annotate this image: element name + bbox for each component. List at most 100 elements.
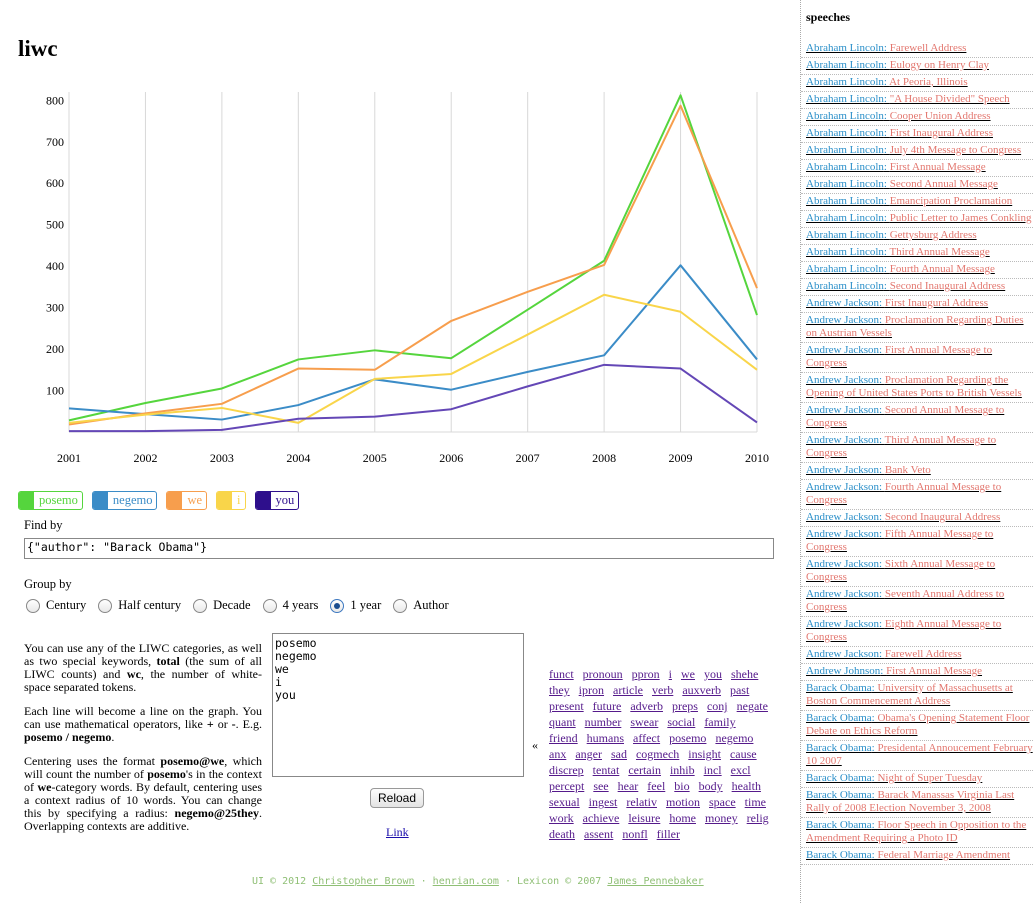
expression-textarea[interactable]: posemo negemo we i you xyxy=(272,633,524,777)
legend-item-negemo[interactable]: negemo xyxy=(91,491,158,510)
category-link-negate[interactable]: negate xyxy=(736,699,768,713)
category-link-article[interactable]: article xyxy=(613,683,643,697)
category-link-leisure[interactable]: leisure xyxy=(628,811,661,825)
radio-button-icon[interactable] xyxy=(193,598,208,613)
speech-link[interactable]: Andrew Jackson: Proclamation Regarding t… xyxy=(801,373,1034,403)
group-by-radio-decade[interactable]: Decade xyxy=(193,598,251,613)
category-link-motion[interactable]: motion xyxy=(665,795,700,809)
category-link-certain[interactable]: certain xyxy=(628,763,661,777)
category-link-cause[interactable]: cause xyxy=(729,747,757,761)
category-link-conj[interactable]: conj xyxy=(706,699,728,713)
category-link-funct[interactable]: funct xyxy=(549,667,574,681)
category-link-quant[interactable]: quant xyxy=(549,715,576,729)
radio-button-icon[interactable] xyxy=(393,598,408,613)
insert-arrow-icon[interactable]: « xyxy=(532,738,538,752)
category-link-future[interactable]: future xyxy=(592,699,622,713)
speech-link[interactable]: Andrew Jackson: Second Inaugural Address xyxy=(801,510,1034,527)
speech-link[interactable]: Barack Obama: Presidental Annoucement Fe… xyxy=(801,741,1034,771)
speech-link[interactable]: Andrew Jackson: First Inaugural Address xyxy=(801,296,1034,313)
footer-author-link[interactable]: Christopher Brown xyxy=(312,876,415,887)
group-by-radio-century[interactable]: Century xyxy=(26,598,86,613)
category-link-work[interactable]: work xyxy=(549,811,574,825)
speech-link[interactable]: Andrew Jackson: Third Annual Message to … xyxy=(801,433,1034,463)
category-link-you[interactable]: you xyxy=(704,667,722,681)
speech-link[interactable]: Barack Obama: Federal Marriage Amendment xyxy=(801,848,1034,865)
category-link-insight[interactable]: insight xyxy=(688,747,721,761)
speech-link[interactable]: Abraham Lincoln: Third Annual Message xyxy=(801,245,1034,262)
category-link-nonfl[interactable]: nonfl xyxy=(622,827,648,841)
speech-link[interactable]: Abraham Lincoln: First Annual Message xyxy=(801,160,1034,177)
speech-link[interactable]: Andrew Jackson: Proclamation Regarding D… xyxy=(801,313,1034,343)
category-link-sad[interactable]: sad xyxy=(610,747,627,761)
category-link-social[interactable]: social xyxy=(667,715,696,729)
category-link-inhib[interactable]: inhib xyxy=(669,763,695,777)
category-link-we[interactable]: we xyxy=(681,667,695,681)
category-link-posemo[interactable]: posemo xyxy=(669,731,707,745)
legend-item-you[interactable]: you xyxy=(254,491,300,510)
speech-link[interactable]: Barack Obama: Floor Speech in Opposition… xyxy=(801,818,1034,848)
category-link-space[interactable]: space xyxy=(709,795,736,809)
category-link-hear[interactable]: hear xyxy=(617,779,639,793)
category-link-swear[interactable]: swear xyxy=(630,715,659,729)
speech-link[interactable]: Abraham Lincoln: "A House Divided" Speec… xyxy=(801,92,1034,109)
category-link-adverb[interactable]: adverb xyxy=(630,699,663,713)
category-link-relig[interactable]: relig xyxy=(746,811,769,825)
find-by-input[interactable]: {"author": "Barack Obama"} xyxy=(24,538,774,559)
speech-link[interactable]: Andrew Johnson: First Annual Message xyxy=(801,664,1034,681)
category-link-relativ[interactable]: relativ xyxy=(626,795,657,809)
category-link-cogmech[interactable]: cogmech xyxy=(635,747,680,761)
speech-link[interactable]: Andrew Jackson: Eighth Annual Message to… xyxy=(801,617,1034,647)
radio-button-icon[interactable] xyxy=(26,598,40,613)
group-by-radio-half-century[interactable]: Half century xyxy=(98,598,181,613)
group-by-radio-author[interactable]: Author xyxy=(393,598,449,613)
speech-link[interactable]: Abraham Lincoln: First Inaugural Address xyxy=(801,126,1034,143)
reload-button[interactable]: Reload xyxy=(370,788,424,808)
speech-link[interactable]: Andrew Jackson: Fourth Annual Message to… xyxy=(801,480,1034,510)
category-link-filler[interactable]: filler xyxy=(656,827,680,841)
speech-link[interactable]: Andrew Jackson: Sixth Annual Message to … xyxy=(801,557,1034,587)
category-link-feel[interactable]: feel xyxy=(647,779,666,793)
category-link-death[interactable]: death xyxy=(549,827,575,841)
speech-link[interactable]: Abraham Lincoln: Farewell Address xyxy=(801,41,1034,58)
radio-button-icon[interactable] xyxy=(262,598,277,613)
category-link-ipron[interactable]: ipron xyxy=(578,683,605,697)
category-link-ingest[interactable]: ingest xyxy=(588,795,618,809)
category-link-humans[interactable]: humans xyxy=(586,731,624,745)
legend-item-i[interactable]: i xyxy=(216,491,246,510)
speech-link[interactable]: Andrew Jackson: Seventh Annual Address t… xyxy=(801,587,1034,617)
category-link-pronoun[interactable]: pronoun xyxy=(582,667,623,681)
category-link-achieve[interactable]: achieve xyxy=(582,811,620,825)
speech-link[interactable]: Abraham Lincoln: July 4th Message to Con… xyxy=(801,143,1034,160)
category-link-verb[interactable]: verb xyxy=(652,683,674,697)
category-link-anx[interactable]: anx xyxy=(549,747,567,761)
category-link-body[interactable]: body xyxy=(698,779,723,793)
speech-link[interactable]: Barack Obama: Night of Super Tuesday xyxy=(801,771,1034,788)
category-link-past[interactable]: past xyxy=(729,683,750,697)
speech-link[interactable]: Abraham Lincoln: At Peoria, Illinois xyxy=(801,75,1034,92)
category-link-family[interactable]: family xyxy=(704,715,736,729)
category-link-affect[interactable]: affect xyxy=(633,731,661,745)
category-link-tentat[interactable]: tentat xyxy=(592,763,620,777)
category-link-anger[interactable]: anger xyxy=(575,747,602,761)
category-link-preps[interactable]: preps xyxy=(671,699,698,713)
speech-link[interactable]: Barack Obama: Barack Manassas Virginia L… xyxy=(801,788,1034,818)
category-link-excl[interactable]: excl xyxy=(730,763,751,777)
legend-item-we[interactable]: we xyxy=(166,491,208,510)
radio-button-icon[interactable] xyxy=(330,598,345,613)
category-link-see[interactable]: see xyxy=(593,779,609,793)
footer-site-link[interactable]: henrian.com xyxy=(432,876,499,887)
speech-link[interactable]: Abraham Lincoln: Fourth Annual Message xyxy=(801,262,1034,279)
speech-link[interactable]: Abraham Lincoln: Gettysburg Address xyxy=(801,228,1034,245)
category-link-ppron[interactable]: ppron xyxy=(631,667,660,681)
footer-lexicon-author-link[interactable]: James Pennebaker xyxy=(607,876,704,887)
speech-link[interactable]: Abraham Lincoln: Public Letter to James … xyxy=(801,211,1034,228)
category-link-auxverb[interactable]: auxverb xyxy=(682,683,721,697)
speech-link[interactable]: Andrew Jackson: Farewell Address xyxy=(801,647,1034,664)
category-link-money[interactable]: money xyxy=(704,811,738,825)
category-link-sexual[interactable]: sexual xyxy=(549,795,580,809)
speech-link[interactable]: Abraham Lincoln: Second Annual Message xyxy=(801,177,1034,194)
category-link-incl[interactable]: incl xyxy=(703,763,722,777)
category-link-number[interactable]: number xyxy=(584,715,622,729)
category-link-friend[interactable]: friend xyxy=(549,731,578,745)
category-link-assent[interactable]: assent xyxy=(584,827,614,841)
